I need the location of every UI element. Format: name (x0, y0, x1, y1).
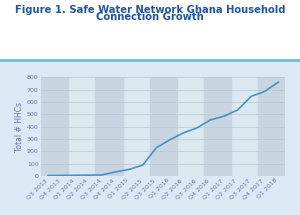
Y-axis label: Total # HHCs: Total # HHCs (15, 102, 24, 152)
Bar (95, 77, 122, 176)
Text: Figure 1. Safe Water Network Ghana Household: Figure 1. Safe Water Network Ghana House… (15, 5, 285, 15)
Bar (150, 77, 177, 176)
Bar (41, 77, 68, 176)
Bar (204, 77, 231, 176)
Text: Connection Growth: Connection Growth (96, 12, 204, 22)
Bar (258, 77, 285, 176)
